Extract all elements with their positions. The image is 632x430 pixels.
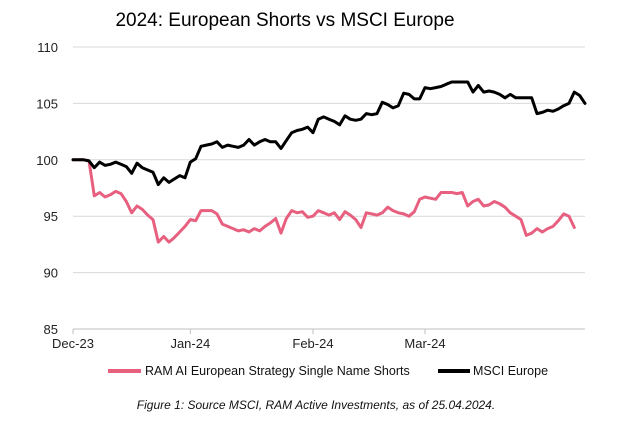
legend-label-msci: MSCI Europe: [473, 364, 548, 378]
y-tick-label: 100: [36, 153, 58, 168]
series-line-shorts: [71, 158, 576, 244]
x-axis: Dec-23 Jan-24 Feb-24 Mar-24: [52, 328, 585, 351]
y-tick-label: 85: [44, 322, 58, 337]
gridlines: [73, 46, 585, 274]
x-tick-label: Feb-24: [292, 336, 333, 351]
y-tick-label: 95: [44, 209, 58, 224]
y-axis: 85 90 95 100 105 110: [36, 40, 58, 337]
line-chart: 2024: European Shorts vs MSCI Europe 85 9…: [36, 10, 587, 378]
x-tick-label: Jan-24: [170, 336, 210, 351]
chart-title: 2024: European Shorts vs MSCI Europe: [115, 10, 454, 31]
figure-caption: Figure 1: Source MSCI, RAM Active Invest…: [136, 398, 496, 412]
x-tick-label: Dec-23: [52, 336, 94, 351]
legend-label-shorts: RAM AI European Strategy Single Name Sho…: [145, 364, 410, 378]
y-tick-label: 105: [36, 96, 58, 111]
x-tick-label: Mar-24: [404, 336, 445, 351]
series-lines: [71, 80, 587, 244]
y-tick-label: 110: [37, 40, 58, 55]
legend: RAM AI European Strategy Single Name Sho…: [108, 364, 548, 378]
series-line-msci: [71, 80, 587, 187]
y-tick-label: 90: [44, 266, 58, 281]
